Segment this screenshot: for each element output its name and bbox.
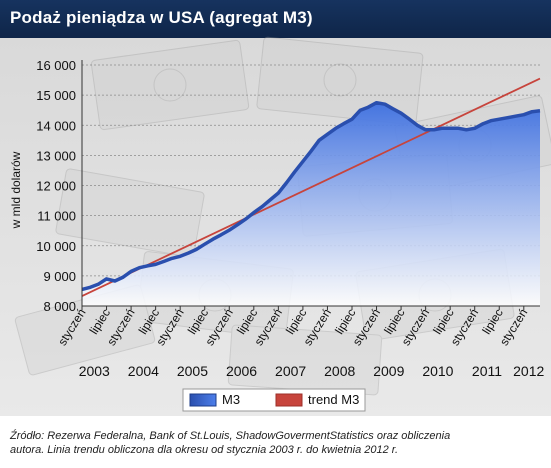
y-axis-label: w mld dolarów [9,151,23,229]
y-tick-label: 8 000 [43,299,76,314]
x-year-label: 2005 [177,363,208,379]
legend-label-trend: trend M3 [308,392,359,407]
legend: M3 trend M3 [182,388,366,412]
series-trend-line [81,77,541,297]
x-year-label: 2007 [275,363,306,379]
x-year-label: 2006 [226,363,257,379]
x-year-label: 2004 [128,363,159,379]
x-year-label: 2010 [422,363,453,379]
x-year-label: 2009 [373,363,404,379]
x-year-label: 2008 [324,363,355,379]
y-axis: 8 000 9 000 10 000 11 000 12 000 13 000 14 000… [36,58,76,314]
y-tick-label: 16 000 [36,58,76,73]
title-bar: Podaż pieniądza w USA (agregat M3) [0,0,551,38]
y-tick-label: 15 000 [36,88,76,103]
series-layer [81,77,541,306]
source-note: Źródło: Rezerwa Federalna, Bank of St.Lo… [10,429,545,457]
series-m3-area [82,102,540,306]
y-tick-label: 9 000 [43,269,76,284]
y-tick-label: 12 000 [36,179,76,194]
y-tick-label: 11 000 [37,209,76,224]
legend-box [182,388,366,412]
legend-swatch-m3 [189,393,217,407]
series-m3-line [81,100,541,292]
x-year-label: 2012 [513,363,544,379]
legend-label-m3: M3 [222,392,240,407]
chart-title: Podaż pieniądza w USA (agregat M3) [10,8,313,27]
x-year-label: 2003 [79,363,110,379]
y-tick-label: 10 000 [36,239,76,254]
y-tick-label: 13 000 [36,148,76,163]
y-tick-label: 14 000 [36,118,76,133]
x-year-label: 2011 [472,363,502,379]
source-line-2: autora. Linia trendu obliczona dla okres… [10,444,399,456]
source-line-1: Źródło: Rezerwa Federalna, Bank of St.Lo… [10,430,451,442]
legend-swatch-trend [275,393,303,407]
